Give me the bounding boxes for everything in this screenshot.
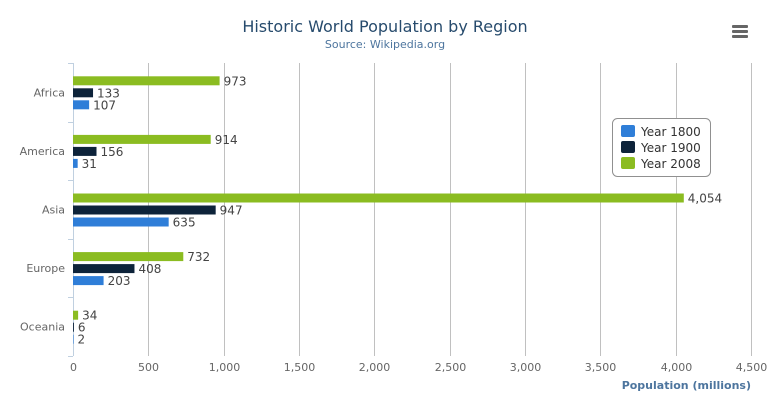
tick-label: 1,500 [284,361,316,374]
data-label: 973 [224,74,247,88]
data-label: 34 [82,309,97,323]
data-label: 408 [138,262,161,276]
legend-swatch[interactable] [621,141,635,153]
data-label: 156 [101,145,124,159]
bar[interactable] [73,252,184,262]
bar[interactable] [73,264,135,274]
tick-label: 3,000 [510,361,542,374]
legend-item[interactable]: Year 1800 [640,125,701,139]
tick-label: 4,500 [736,361,768,374]
chart-title: Historic World Population by Region [242,17,527,36]
category-label: Africa [34,86,65,99]
legend-swatch[interactable] [621,157,635,169]
bar[interactable] [73,100,90,110]
data-label: 2 [78,333,86,347]
tick-label: 2,500 [435,361,467,374]
tick-label: 4,000 [661,361,693,374]
tick-label: 0 [70,361,77,374]
hamburger-menu-icon[interactable] [732,25,748,38]
data-label: 635 [173,216,196,230]
data-label: 6 [78,321,86,335]
bar[interactable] [73,158,78,168]
value-axis-title: Population (millions) [622,379,751,392]
data-label: 31 [82,157,97,171]
bar[interactable] [73,134,211,144]
data-label: 107 [93,98,116,112]
category-label: Asia [42,204,65,217]
tick-label: 1,000 [209,361,241,374]
chart-subtitle: Source: Wikipedia.org [325,38,445,51]
legend-item[interactable]: Year 2008 [640,157,701,171]
legend: Year 1800 Year 1900 Year 2008 [612,118,711,177]
bar[interactable] [73,322,74,332]
category-label: Europe [26,262,65,275]
tick-label: 2,000 [359,361,391,374]
category-label: America [20,145,65,158]
tick-label: 500 [138,361,159,374]
tick-label: 3,500 [585,361,617,374]
data-label: 914 [215,133,238,147]
bar[interactable] [73,76,220,86]
bar[interactable] [73,217,169,227]
bar[interactable] [73,193,684,203]
bar[interactable] [73,310,79,320]
category-label: Oceania [20,321,65,334]
bar[interactable] [73,205,216,215]
bar[interactable] [73,146,97,156]
data-label: 133 [97,86,120,100]
data-label: 732 [187,250,210,264]
legend-box [612,118,711,177]
data-label: 203 [108,274,131,288]
bar[interactable] [73,334,74,344]
data-label: 4,054 [688,192,722,206]
bar[interactable] [73,276,104,286]
bar[interactable] [73,88,94,98]
legend-item[interactable]: Year 1900 [640,141,701,155]
data-label: 947 [220,204,243,218]
legend-swatch[interactable] [621,125,635,137]
